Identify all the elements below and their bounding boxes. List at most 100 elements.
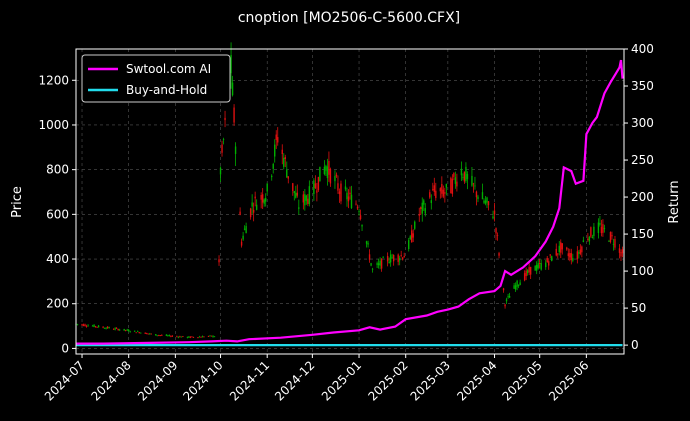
candle-body [526,270,529,274]
candle-body [519,282,521,286]
candle-body [514,285,517,290]
candle-body [507,296,509,298]
candle-body [274,144,276,157]
candle-body [239,211,241,215]
candle-body [548,261,550,266]
candle-body [105,327,107,329]
candle-body [549,254,551,256]
x-tick-label: 2024-09 [135,358,180,403]
candle-body [439,188,442,192]
candle-body [271,175,273,178]
candle-body [314,183,317,189]
candle-body [323,166,326,175]
candle-body [200,336,202,338]
candle-body [106,326,109,329]
candle-body [150,333,152,335]
candle-body [76,324,79,325]
candle-body [91,325,94,327]
y-right-tick-label: 50 [631,301,646,315]
candle-body [124,329,127,331]
candle-body [287,176,289,179]
candle-body [391,257,393,259]
candle-body [498,253,500,256]
candle-body [529,266,532,275]
x-tick-label: 2025-02 [365,358,410,403]
candle-body [609,232,612,243]
candle-body [561,243,563,250]
candle-body [192,337,195,338]
candle-body [423,200,425,205]
candle-body [219,167,222,175]
candle-body [230,54,232,74]
candle-body [112,329,115,330]
candle-body [392,255,395,262]
candles [75,42,624,339]
candle-body [379,260,381,266]
candle-body [481,192,484,200]
candle-body [581,246,583,253]
candle-body [389,254,392,263]
candle-body [170,336,172,337]
y-axis-right: 0 50 100 150 200 250 300 350 400 [624,42,654,352]
candle-body [487,201,490,206]
candle-body [465,166,467,182]
candle-body [337,183,339,191]
candle-body [471,175,473,186]
candle-body [317,176,320,191]
candle-body [293,191,295,194]
candle-body [618,248,621,253]
candle-body [108,327,110,329]
candle-body [286,169,288,178]
y-axis-left: 0 200 400 600 800 1000 1200 [38,73,76,355]
x-tick-label: 2024-12 [272,358,317,403]
candle-body [432,189,434,191]
candle-body [603,228,606,229]
candle-body [103,328,106,329]
candle-body [304,194,306,206]
candle-body [182,335,184,337]
candle-body [313,180,315,194]
candle-body [597,222,600,234]
candle-body [222,139,225,141]
candle-body [251,202,253,207]
candle-body [191,336,193,338]
candle-body [567,253,569,257]
candle-body [454,177,457,184]
candle-body [329,168,332,184]
candle-body [198,336,201,338]
candle-body [305,195,308,201]
candle-body [475,191,478,198]
candle-body [612,243,615,245]
x-tick-label: 2025-01 [319,358,364,403]
candle-body [555,248,557,256]
candle-body [386,255,389,262]
candle-body [442,189,445,197]
candle-body [523,273,526,281]
candle-body [87,325,89,327]
candle-body [429,192,431,198]
candle-body [525,270,527,277]
candle-body [377,263,380,265]
candle-body [144,332,146,334]
candle-body [421,202,423,214]
candle-body [171,335,174,337]
candle-body [517,284,520,287]
candle-body [409,236,411,240]
candle-body [218,259,220,263]
candle-body [560,242,562,253]
y-right-tick-label: 400 [631,42,654,56]
candle-body [551,256,553,262]
candle-body [281,149,283,155]
candle-body [591,237,594,239]
candle-body [400,255,402,256]
candle-body [466,174,469,180]
candle-body [179,336,181,338]
candle-body [450,177,452,194]
candle-body [435,190,437,198]
candle-body [335,174,338,177]
candle-body [537,263,539,269]
candle-body [599,222,601,225]
candle-body [123,328,125,331]
candle-body [201,336,204,338]
y-left-tick-label: 600 [46,207,69,221]
